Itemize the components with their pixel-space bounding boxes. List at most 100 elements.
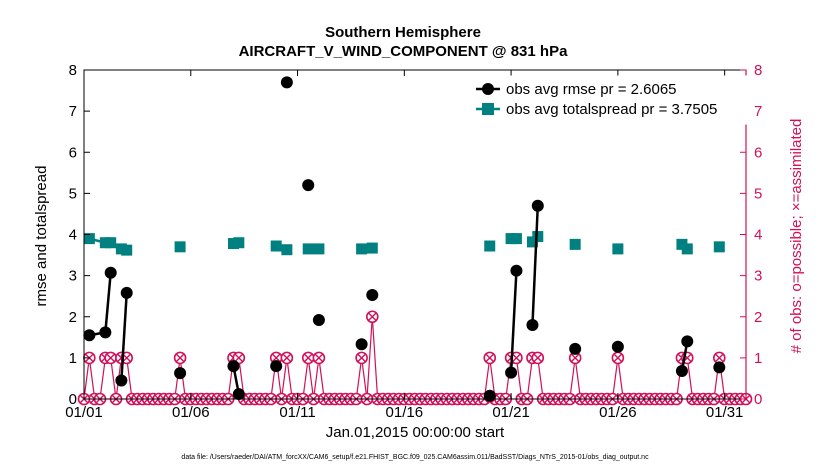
spread-point (121, 244, 133, 256)
x-tick-label: 01/11 (279, 404, 315, 421)
rmse-point (302, 179, 315, 192)
obs-count-point (280, 351, 294, 365)
spread-point (83, 233, 95, 245)
obs-count-line-segment (371, 316, 379, 400)
obs-count-point (269, 351, 283, 365)
obs-assimilated-marker (570, 353, 580, 363)
rmse-point (99, 326, 112, 339)
spread-point (713, 241, 725, 253)
obs-assimilated-marker (533, 353, 543, 363)
spread-point (681, 243, 693, 255)
obs-count-line-segment (312, 357, 320, 400)
obs-count-point (483, 351, 497, 365)
rmse-line-segment (509, 270, 518, 373)
obs-assimilated-marker (271, 353, 281, 363)
y-right-tick-label: 2 (754, 309, 762, 326)
spread-point (510, 233, 522, 245)
obs-count-line-segment (366, 316, 373, 400)
rmse-point (505, 366, 518, 379)
spread-point (105, 237, 117, 249)
rmse-point (681, 335, 694, 348)
obs-assimilated-marker (512, 353, 521, 363)
obs-assimilated-marker (715, 353, 724, 363)
obs-assimilated-marker (282, 353, 292, 363)
obs-count-line-segment (526, 357, 534, 400)
rmse-point (280, 76, 293, 89)
chart-title: Southern Hemisphere (325, 24, 481, 41)
obs-count-point (531, 351, 545, 365)
legend-rmse-label: obs avg rmse pr = 2.6065 (506, 81, 677, 98)
y-tick-label: 0 (69, 391, 77, 408)
spread-point (313, 243, 325, 255)
obs-count-line-segment (126, 357, 133, 400)
x-tick-label: 01/26 (599, 404, 637, 421)
obs-count-line-segment (302, 357, 309, 400)
obs-count-line-segment (617, 357, 624, 400)
obs-assimilated-marker (613, 353, 623, 363)
rmse-point (227, 360, 240, 373)
y-tick-label: 1 (69, 350, 77, 367)
y-tick-label: 3 (69, 268, 77, 285)
rmse-point (675, 365, 688, 378)
legend-spread-marker (482, 103, 494, 115)
obs-assimilated-marker (175, 353, 185, 363)
obs-count-point (611, 351, 625, 365)
obs-count-point (104, 351, 117, 365)
obs-assimilated-marker (234, 353, 244, 363)
y-right-tick-label: 4 (754, 227, 762, 244)
x-tick-label: 01/31 (706, 404, 744, 421)
rmse-point (312, 314, 325, 327)
obs-count-point (312, 351, 326, 365)
spread-point (366, 242, 378, 254)
rmse-point (531, 199, 544, 212)
obs-count-line-segment (574, 357, 582, 400)
legend: obs avg rmse pr = 2.6065 obs avg totalsp… (469, 75, 751, 125)
obs-assimilated-marker (367, 312, 377, 322)
y-right-tick-label: 1 (754, 350, 762, 367)
y-right-tick-label: 0 (754, 391, 762, 408)
spread-point (281, 244, 293, 256)
rmse-point (526, 318, 539, 331)
obs-count-point (568, 351, 582, 365)
obs-count-line-segment (280, 357, 288, 400)
obs-assimilated-marker (485, 353, 495, 363)
spread-point (356, 243, 368, 255)
rmse-point (510, 264, 523, 277)
obs-count-line-segment (355, 357, 363, 400)
rmse-point (83, 329, 96, 342)
obs-count-point (713, 351, 726, 365)
chart-subtitle: AIRCRAFT_V_WIND_COMPONENT @ 831 hPa (239, 43, 569, 60)
rmse-point (232, 388, 245, 401)
obs-count-point (173, 351, 187, 365)
obs-assimilated-marker (122, 353, 132, 363)
y-tick-label: 2 (69, 309, 77, 326)
obs-count-point (120, 351, 134, 365)
spread-point (569, 238, 581, 250)
rmse-point (366, 288, 379, 301)
rmse-point (713, 361, 726, 374)
y-right-tick-label: 3 (754, 268, 762, 285)
y-tick-label: 6 (69, 144, 77, 161)
legend-spread-label: obs avg totalspread pr = 3.7505 (506, 101, 717, 118)
legend-rmse-marker (482, 83, 494, 95)
y-tick-label: 8 (69, 62, 77, 79)
rmse-point (569, 342, 582, 355)
y-right-axis-label: # of obs: o=possible; ×=assimilated (788, 119, 805, 354)
spread-point (270, 240, 282, 252)
obs-count-line-segment (537, 357, 544, 400)
data-file-footnote: data file: /Users/raeder/DAI/ATM_forcXX/… (181, 454, 649, 461)
obs-count-line-segment (307, 357, 315, 400)
plot-area (77, 76, 753, 406)
rmse-point (174, 367, 187, 380)
spread-point (233, 237, 245, 249)
obs-count-line-segment (83, 357, 90, 400)
spread-point (174, 241, 186, 253)
obs-count-point (301, 351, 315, 365)
obs-count-line-segment (569, 357, 576, 400)
rmse-point (115, 374, 128, 387)
legend-box (469, 75, 751, 125)
obs-count-line-segment (361, 357, 368, 400)
obs-assimilated-marker (303, 353, 313, 363)
rmse-point (611, 340, 624, 353)
